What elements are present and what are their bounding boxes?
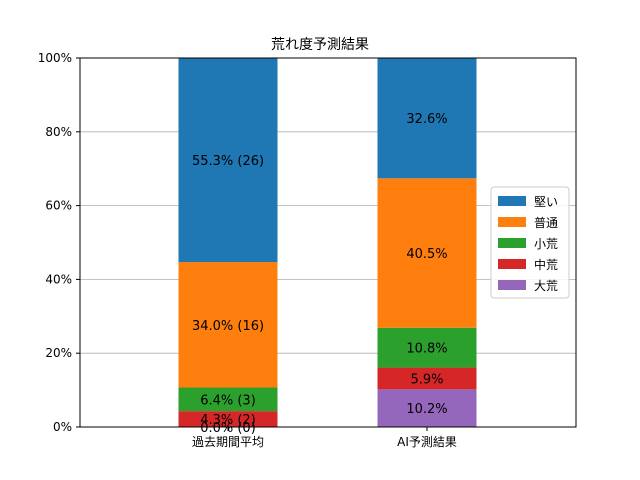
bar-segment (178, 262, 278, 388)
legend-swatch (498, 196, 526, 206)
data-label: 34.0% (16) (192, 319, 264, 334)
y-tick-label: 40% (45, 272, 72, 286)
bars (178, 58, 477, 427)
legend-label: 大荒 (534, 279, 558, 293)
data-labels: 0.0% (0)4.3% (2) 6.4% (3) 34.0% (16) 55.3% … (192, 112, 448, 436)
y-tick-label: 20% (45, 346, 72, 360)
bar-segment (178, 387, 278, 412)
bar-segment (178, 411, 278, 427)
x-tick-label: AI予測結果 (397, 435, 457, 449)
y-tick-label: 60% (45, 199, 72, 213)
y-tick-label: 100% (38, 51, 72, 65)
data-label: 5.9% (410, 372, 443, 387)
data-label: 40.5% (406, 247, 447, 262)
plot-frame (79, 57, 577, 428)
data-label: 10.8% (406, 342, 447, 357)
bar-segment (377, 367, 477, 390)
y-tick-label: 80% (45, 125, 72, 139)
bar-segment (377, 327, 477, 368)
legend-label: 堅い (534, 195, 558, 209)
legend-swatch (498, 217, 526, 227)
y-tick-label: 0% (53, 420, 72, 434)
bar-segment (178, 58, 278, 263)
y-axis: 0% 20% 40% 60% 80% 100% (38, 51, 80, 434)
data-label: 4.3% (2) (200, 413, 256, 428)
data-label: 6.4% (3) (200, 393, 256, 408)
data-label: 10.2% (406, 402, 447, 417)
legend-swatch (498, 238, 526, 248)
bar-segment (377, 178, 477, 328)
legend-label: 普通 (534, 216, 558, 230)
data-label: 0.0% (0) (200, 421, 256, 436)
bar-segment (377, 58, 477, 179)
legend-label: 小荒 (534, 237, 558, 251)
x-tick-label: 過去期間平均 (192, 435, 264, 449)
legend-box (490, 186, 570, 299)
bar-segment (377, 389, 477, 427)
legend-label: 中荒 (534, 257, 558, 272)
x-axis: 過去期間平均 AI予測結果 (192, 427, 457, 449)
data-label: 55.3% (26) (192, 154, 264, 169)
legend-swatch (498, 259, 526, 269)
chart-title: 荒れ度予測結果 (271, 37, 369, 53)
data-label: 32.6% (406, 112, 447, 127)
legend-swatch (498, 280, 526, 290)
